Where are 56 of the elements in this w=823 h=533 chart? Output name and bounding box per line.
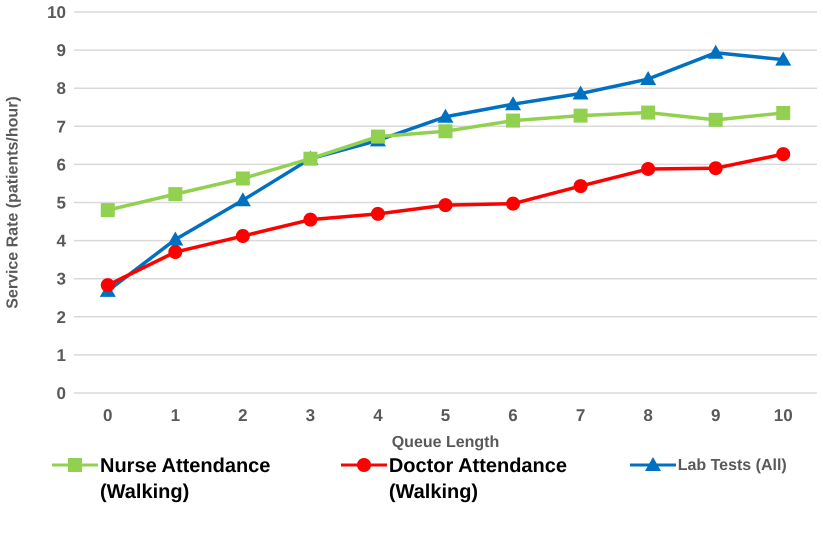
point [167, 231, 184, 246]
y-axis-title: Service Rate (patients/hour) [4, 96, 22, 309]
point [100, 278, 115, 292]
y-tick-label: 4 [56, 232, 67, 251]
point [236, 229, 250, 244]
point [438, 198, 452, 212]
y-tick-label: 10 [47, 3, 66, 22]
legend-label: Nurse Attendance (Walking) [100, 454, 272, 505]
point [168, 187, 182, 202]
point [641, 106, 656, 120]
y-tick-label: 1 [56, 346, 66, 365]
point [574, 108, 588, 123]
point [438, 124, 452, 138]
point [708, 161, 723, 176]
point [168, 245, 182, 260]
y-tick-label: 5 [56, 194, 66, 213]
point [438, 108, 454, 123]
point [506, 196, 520, 211]
x-tick-label: 4 [373, 406, 384, 426]
y-tick-label: 3 [56, 270, 66, 289]
x-tick-label: 3 [306, 406, 316, 426]
point [303, 212, 318, 227]
y-tick-label: 7 [56, 117, 66, 136]
x-tick-label: 6 [508, 406, 518, 426]
y-tick-label: 6 [56, 155, 66, 174]
x-tick-label: 0 [103, 406, 113, 426]
point [506, 114, 520, 128]
x-tick-label: 7 [576, 406, 586, 426]
y-tick-label: 0 [56, 384, 66, 404]
point [572, 86, 589, 100]
legend-label: Doctor Attendance (Walking) [388, 454, 568, 505]
x-axis-title: Queue Length [392, 434, 500, 451]
y-tick-label: 8 [56, 79, 66, 98]
point [370, 130, 385, 144]
point [708, 112, 723, 127]
point [776, 106, 790, 120]
x-tick-label: 1 [170, 406, 180, 426]
point [641, 162, 656, 176]
point [505, 96, 522, 110]
point [236, 171, 250, 186]
x-tick-label: 2 [238, 406, 248, 426]
point [708, 44, 724, 59]
x-tick-label: 5 [440, 406, 450, 426]
point [370, 206, 385, 221]
point [100, 203, 115, 218]
x-tick-label: 10 [774, 406, 793, 426]
point [574, 179, 588, 194]
point [776, 147, 790, 162]
x-tick-label: 9 [710, 406, 720, 426]
x-tick-label: 8 [643, 406, 653, 426]
point [775, 52, 792, 66]
legend-label: Lab Tests (All) [678, 456, 787, 476]
y-tick-label: 2 [56, 308, 66, 327]
point [234, 192, 251, 206]
y-tick-label: 9 [56, 41, 66, 60]
point [640, 71, 656, 86]
